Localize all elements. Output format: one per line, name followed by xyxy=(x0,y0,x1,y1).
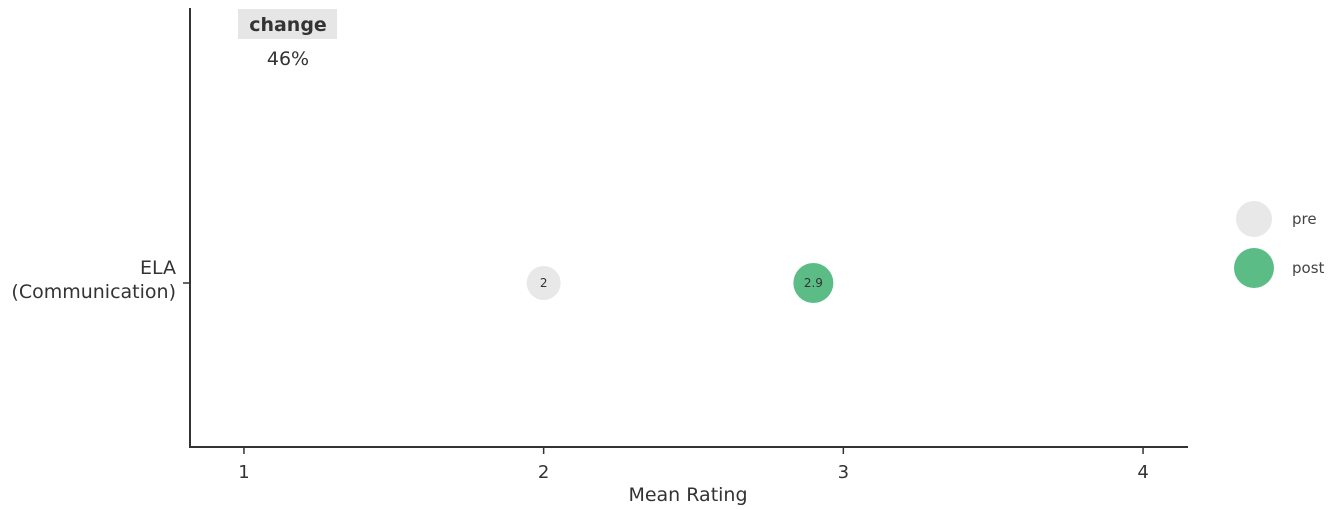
legend-swatch-pre xyxy=(1236,201,1272,237)
x-ticks: 1 2 3 4 xyxy=(238,447,1149,483)
change-column: change 46% xyxy=(238,9,337,70)
point-label-post: 2.9 xyxy=(804,276,823,290)
change-header: change xyxy=(249,14,327,36)
x-tick-label-2: 2 xyxy=(538,462,549,483)
legend-label-pre: pre xyxy=(1292,210,1317,228)
y-categories: ELA (Communication) xyxy=(11,257,190,303)
legend-swatch-post xyxy=(1234,248,1274,288)
points: 2 2.9 xyxy=(526,263,834,303)
change-value: 46% xyxy=(267,48,309,70)
change-values: 46% xyxy=(267,48,309,70)
point-pre xyxy=(526,266,561,300)
legend: pre post xyxy=(1234,201,1325,288)
x-tick-label-3: 3 xyxy=(838,462,849,483)
x-axis-title: Mean Rating xyxy=(628,484,747,506)
category-label: ELA (Communication) xyxy=(11,257,176,303)
x-tick-label-4: 4 xyxy=(1137,462,1148,483)
change-header-bg xyxy=(238,9,337,39)
point-label-pre: 2 xyxy=(540,276,548,290)
legend-label-post: post xyxy=(1292,259,1325,277)
x-tick-label-1: 1 xyxy=(238,462,249,483)
point-post xyxy=(793,263,834,303)
axes xyxy=(189,8,1188,448)
